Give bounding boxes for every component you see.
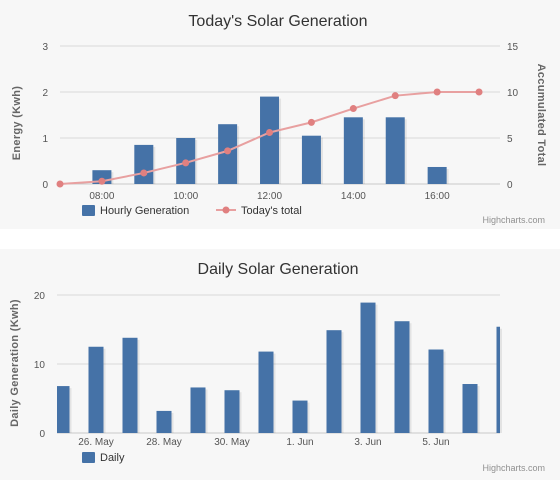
- daily-credit-link[interactable]: Highcharts.com: [482, 463, 545, 473]
- daily-x-tick-label: 5. Jun: [422, 437, 449, 448]
- hourly-bar: [134, 144, 154, 184]
- today-x-tick-label: 16:00: [425, 191, 450, 202]
- daily-bar-shadow: [498, 328, 502, 433]
- daily-x-tick-label: 28. May: [146, 437, 182, 448]
- legend-daily-swatch[interactable]: [82, 452, 95, 463]
- legend-hourly-swatch[interactable]: [82, 205, 95, 216]
- hourly-bar: [385, 117, 405, 184]
- total-line-marker: [475, 88, 483, 96]
- today-chart-title: Today's Solar Generation: [188, 13, 367, 30]
- legend-hourly-label[interactable]: Hourly Generation: [100, 205, 189, 217]
- today-x-tick-label: 14:00: [341, 191, 366, 202]
- daily-bar: [190, 387, 206, 433]
- daily-x-tick-label: 26. May: [78, 437, 114, 448]
- hourly-bar: [301, 135, 321, 184]
- daily-bar: [88, 346, 104, 433]
- today-chart-panel: Today's Solar Generation 0 1 2 3 0 5 10 15 08:00…: [0, 0, 560, 229]
- total-line-marker: [307, 118, 315, 126]
- daily-bar: [496, 326, 500, 433]
- daily-bar: [224, 390, 240, 433]
- today-credit-link[interactable]: Highcharts.com: [482, 215, 545, 225]
- daily-chart: Daily Solar Generation 0 10 20 26. May 28. M…: [9, 261, 545, 473]
- today-gridlines: [60, 45, 500, 185]
- total-line-marker: [266, 128, 274, 136]
- total-line-marker: [56, 180, 64, 188]
- total-line-marker: [349, 105, 357, 113]
- daily-x-tick-label: 30. May: [214, 437, 250, 448]
- total-line-marker: [433, 88, 441, 96]
- today-x-tick-label: 12:00: [257, 191, 282, 202]
- daily-y-tick-label: 20: [34, 291, 46, 302]
- daily-x-tick-label: 3. Jun: [354, 437, 381, 448]
- today-chart: Today's Solar Generation 0 1 2 3 0 5 10 15 08:00…: [11, 13, 547, 225]
- today-y2-tick-label: 10: [507, 88, 519, 99]
- today-y-tick-label: 2: [42, 88, 48, 99]
- today-total-line: [56, 88, 483, 188]
- today-y-tick-label: 0: [42, 180, 48, 191]
- total-line-marker: [140, 169, 148, 177]
- daily-bar: [326, 330, 342, 433]
- today-y2-tick-label: 5: [507, 134, 513, 145]
- daily-x-tick-label: 1. Jun: [286, 437, 313, 448]
- total-line-marker: [224, 147, 232, 155]
- daily-bar: [292, 400, 308, 433]
- today-y-tick-label: 3: [42, 42, 48, 53]
- today-x-tick-label: 10:00: [173, 191, 198, 202]
- today-y2-tick-label: 0: [507, 180, 513, 191]
- daily-chart-title: Daily Solar Generation: [198, 261, 359, 278]
- daily-bar: [57, 386, 70, 433]
- daily-bar: [156, 410, 172, 433]
- today-x-tick-label: 08:00: [89, 191, 114, 202]
- daily-bar: [258, 351, 274, 433]
- hourly-bar: [260, 96, 280, 184]
- today-legend[interactable]: Hourly Generation Today's total: [82, 205, 302, 217]
- today-y2-axis-title: Accumulated Total: [535, 64, 547, 167]
- today-axis-labels: 0 1 2 3 0 5 10 15 08:00 10:00 12:00 14:00 16:00: [42, 42, 518, 202]
- daily-bar: [428, 349, 444, 433]
- daily-bar: [360, 302, 376, 433]
- hourly-bar: [427, 166, 447, 184]
- legend-total-marker[interactable]: [222, 206, 230, 214]
- today-y-axis-title: Energy (Kwh): [11, 86, 23, 161]
- legend-daily-label[interactable]: Daily: [100, 452, 125, 464]
- today-y-tick-label: 1: [42, 134, 48, 145]
- hourly-bar: [343, 117, 363, 184]
- daily-chart-panel: Daily Solar Generation 0 10 20 26. May 28. M…: [0, 249, 560, 480]
- today-y2-tick-label: 15: [507, 42, 519, 53]
- daily-axis-labels: 0 10 20 26. May 28. May 30. May 1. Jun 3. Jun 5.…: [34, 291, 450, 448]
- total-line-marker: [391, 92, 399, 100]
- total-line-marker: [98, 177, 106, 185]
- daily-y-axis-title: Daily Generation (Kwh): [9, 299, 21, 427]
- daily-bar: [122, 337, 138, 433]
- daily-bars: [57, 302, 502, 433]
- daily-bar: [462, 384, 478, 433]
- daily-y-tick-label: 0: [39, 429, 45, 440]
- panel-separator: [0, 229, 560, 249]
- legend-total-label[interactable]: Today's total: [241, 205, 302, 217]
- daily-legend[interactable]: Daily: [82, 452, 125, 464]
- daily-y-tick-label: 10: [34, 360, 46, 371]
- total-line-marker: [182, 159, 190, 167]
- daily-bar: [394, 321, 410, 433]
